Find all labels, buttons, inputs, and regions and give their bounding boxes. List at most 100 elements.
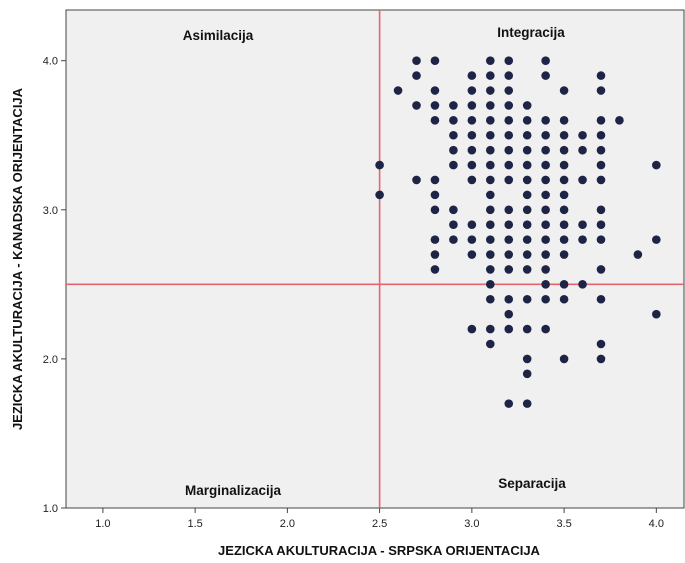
axes: 1.0 1.5 2.0 2.5 3.0 3.5 4.0 1.0 2.0 3.0 4.0 bbox=[43, 56, 664, 530]
data-point bbox=[578, 280, 587, 289]
data-point bbox=[485, 116, 495, 125]
data-point bbox=[559, 235, 569, 244]
data-point bbox=[467, 235, 477, 244]
data-point bbox=[467, 324, 477, 334]
data-point bbox=[504, 130, 514, 140]
data-point bbox=[449, 145, 458, 155]
data-point bbox=[559, 160, 569, 170]
x-tick-label: 2.0 bbox=[280, 518, 295, 530]
data-point bbox=[522, 354, 532, 364]
data-point bbox=[504, 86, 514, 95]
data-point bbox=[485, 145, 495, 155]
data-point bbox=[522, 205, 532, 215]
x-tick-label: 1.0 bbox=[95, 518, 110, 530]
data-point bbox=[522, 190, 532, 200]
data-point bbox=[485, 339, 495, 349]
data-point bbox=[467, 116, 477, 125]
data-point bbox=[596, 175, 606, 185]
data-point bbox=[430, 175, 440, 185]
data-point bbox=[522, 399, 532, 408]
data-point bbox=[559, 250, 569, 259]
data-point bbox=[541, 130, 550, 140]
data-point bbox=[485, 265, 495, 274]
data-point bbox=[596, 86, 606, 95]
data-point bbox=[430, 190, 440, 200]
data-point bbox=[541, 250, 550, 259]
data-point bbox=[504, 145, 514, 155]
data-point bbox=[541, 265, 550, 274]
data-point bbox=[485, 130, 495, 140]
data-point bbox=[596, 71, 606, 80]
data-point bbox=[522, 175, 532, 185]
data-point bbox=[485, 190, 495, 200]
quadrant-label-asimilacija: Asimilacija bbox=[183, 28, 254, 43]
data-point bbox=[430, 250, 440, 259]
data-point bbox=[596, 339, 606, 349]
data-point bbox=[467, 101, 477, 110]
x-tick-label: 1.5 bbox=[187, 518, 202, 530]
data-point bbox=[578, 130, 587, 140]
data-point bbox=[596, 145, 606, 155]
data-point bbox=[504, 116, 514, 125]
data-point bbox=[522, 160, 532, 170]
data-point bbox=[375, 190, 384, 200]
data-point bbox=[578, 145, 587, 155]
data-point bbox=[504, 205, 514, 215]
data-point bbox=[559, 116, 569, 125]
data-point bbox=[467, 86, 477, 95]
data-point bbox=[522, 220, 532, 230]
data-point bbox=[541, 116, 550, 125]
data-point bbox=[485, 160, 495, 170]
data-point bbox=[504, 250, 514, 259]
x-tick-label: 3.0 bbox=[464, 518, 479, 530]
data-point bbox=[596, 205, 606, 215]
data-point bbox=[633, 250, 643, 259]
data-point bbox=[485, 324, 495, 334]
data-point bbox=[559, 190, 569, 200]
data-point bbox=[541, 235, 550, 244]
data-point bbox=[449, 235, 458, 244]
data-point bbox=[467, 160, 477, 170]
quadrant-label-separacija: Separacija bbox=[498, 476, 566, 491]
data-point bbox=[559, 130, 569, 140]
data-point bbox=[541, 71, 550, 80]
plot-area bbox=[65, 9, 685, 509]
data-point bbox=[412, 56, 421, 65]
data-point bbox=[596, 294, 606, 304]
data-point bbox=[559, 354, 569, 364]
y-axis-title: JEZICKA AKULTURACIJA - KANADSKA ORIJENTA… bbox=[10, 87, 25, 430]
data-point bbox=[522, 235, 532, 244]
data-point bbox=[504, 235, 514, 244]
x-tick-label: 3.5 bbox=[556, 518, 571, 530]
data-point bbox=[522, 116, 532, 125]
data-point bbox=[541, 205, 550, 215]
data-point bbox=[412, 101, 421, 110]
y-tick-label: 2.0 bbox=[43, 354, 58, 366]
data-point bbox=[467, 175, 477, 185]
data-point bbox=[541, 324, 550, 334]
data-point bbox=[559, 205, 569, 215]
data-point bbox=[652, 235, 661, 244]
data-point bbox=[449, 220, 458, 230]
x-axis-title: JEZICKA AKULTURACIJA - SRPSKA ORIJENTACI… bbox=[218, 543, 541, 558]
data-point bbox=[652, 309, 661, 319]
data-point bbox=[504, 101, 514, 110]
data-point bbox=[541, 280, 550, 289]
data-point bbox=[596, 160, 606, 170]
data-point bbox=[615, 116, 624, 125]
data-point bbox=[504, 265, 514, 274]
data-point bbox=[430, 235, 440, 244]
data-point bbox=[430, 116, 440, 125]
data-point bbox=[522, 324, 532, 334]
data-point bbox=[522, 101, 532, 110]
quadrant-label-integracija: Integracija bbox=[497, 25, 565, 40]
data-point bbox=[485, 56, 495, 65]
data-point bbox=[522, 130, 532, 140]
data-point bbox=[596, 265, 606, 274]
data-point bbox=[467, 71, 477, 80]
data-point bbox=[393, 86, 403, 95]
data-point bbox=[504, 399, 514, 408]
quadrant-label-marginalizacija: Marginalizacija bbox=[185, 483, 282, 498]
data-point bbox=[559, 145, 569, 155]
